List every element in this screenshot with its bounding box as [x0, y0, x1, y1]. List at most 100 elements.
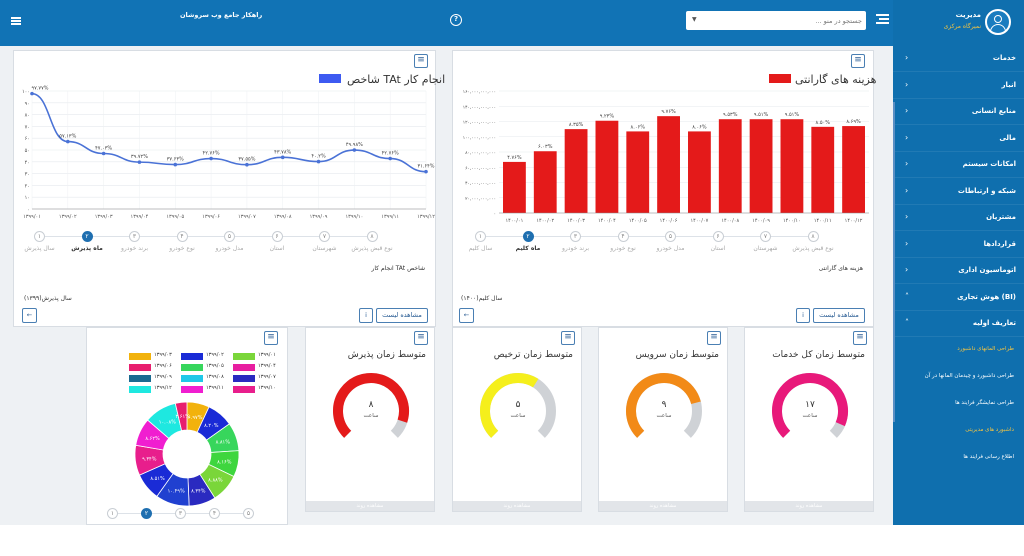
gauge-trend-link[interactable]: مشاهده روند: [453, 501, 581, 511]
bar[interactable]: [503, 161, 526, 213]
line-point[interactable]: [388, 156, 392, 161]
step-4[interactable]: ۴: [176, 231, 188, 242]
pie-legend-item[interactable]: ۱۳۹۹/۰۱: [233, 352, 283, 361]
bar[interactable]: [780, 119, 804, 213]
gauge-menu-button[interactable]: ≡: [561, 331, 575, 345]
step-8[interactable]: ۸: [807, 231, 819, 242]
hamburger-icon[interactable]: [11, 17, 21, 25]
line-point[interactable]: [137, 160, 142, 164]
search-box[interactable]: ▼: [686, 11, 866, 30]
warranty-view-list-button[interactable]: مشاهده لیست: [813, 308, 865, 323]
step-6[interactable]: ۶: [271, 231, 283, 242]
pie-legend-item[interactable]: ۱۳۹۹/۰۶: [129, 363, 179, 372]
sidebar-subitem[interactable]: طراحی داشبورد و چیدمان المانها در آن: [893, 365, 1024, 391]
tat-view-list-button[interactable]: مشاهده لیست: [376, 308, 428, 323]
line-point[interactable]: [173, 162, 178, 167]
bar[interactable]: [749, 119, 773, 213]
menu-list-icon[interactable]: [876, 14, 889, 26]
sidebar-item[interactable]: › منابع انسانی: [893, 99, 1024, 125]
bar[interactable]: [811, 126, 835, 213]
step-1[interactable]: ۱: [475, 231, 486, 242]
bar[interactable]: [626, 131, 650, 213]
step-2[interactable]: ۲: [522, 231, 534, 242]
pie-legend-item[interactable]: ۱۳۹۹/۰۳: [129, 352, 179, 361]
help-icon[interactable]: ?: [450, 14, 462, 26]
line-point[interactable]: [316, 159, 321, 164]
bar[interactable]: [533, 151, 557, 213]
step-2[interactable]: ۲: [141, 508, 152, 519]
gauge-menu-button[interactable]: ≡: [414, 331, 428, 345]
step-4[interactable]: ۴: [617, 231, 629, 242]
step-1[interactable]: ۱: [107, 508, 118, 519]
step-3[interactable]: ۳: [570, 231, 581, 242]
line-point[interactable]: [280, 155, 285, 160]
step-3[interactable]: ۳: [175, 508, 186, 519]
sidebar-item[interactable]: ˄ تعاریف اولیه: [893, 311, 1024, 337]
sidebar-item[interactable]: › قراردادها: [893, 232, 1024, 258]
search-dropdown-icon[interactable]: ▼: [692, 16, 697, 23]
pie-menu-button[interactable]: ≡: [264, 331, 278, 345]
warranty-back-arrow-icon[interactable]: ←: [459, 308, 474, 323]
sidebar-item[interactable]: › خدمات: [893, 46, 1024, 72]
step-7[interactable]: ۷: [319, 231, 330, 242]
line-point[interactable]: [101, 151, 106, 156]
search-input[interactable]: [712, 14, 862, 27]
step-3[interactable]: ۳: [129, 231, 140, 242]
bar[interactable]: [595, 120, 619, 213]
step-1[interactable]: ۱: [34, 231, 45, 242]
line-point[interactable]: [66, 139, 70, 144]
tat-menu-button[interactable]: ≡: [414, 54, 428, 68]
pie-legend-item[interactable]: ۱۳۹۹/۰۴: [233, 363, 283, 372]
y-tick-label: ۱۰۰: [22, 89, 30, 95]
gauge-menu-button[interactable]: ≡: [853, 331, 867, 345]
line-point[interactable]: [424, 169, 428, 174]
line-point[interactable]: [30, 91, 34, 96]
pie-legend-item[interactable]: ۱۳۹۹/۰۲: [181, 352, 231, 361]
warranty-menu-button[interactable]: ≡: [851, 54, 865, 68]
sidebar-subitem[interactable]: داشبورد های مدیریتی: [893, 419, 1024, 445]
step-6[interactable]: ۶: [712, 231, 724, 242]
sidebar-subitem[interactable]: طراحی نمایشگر فرایند ها: [893, 392, 1024, 418]
pie-legend-item[interactable]: ۱۳۹۹/۰۷: [233, 374, 283, 383]
sidebar-scrollbar[interactable]: [893, 102, 895, 422]
tat-info-button[interactable]: i: [359, 308, 373, 323]
sidebar-item[interactable]: › شبکه و ارتباطات: [893, 179, 1024, 205]
sidebar-subitem[interactable]: طراحی المانهای داشبورد: [893, 338, 1024, 364]
step-8[interactable]: ۸: [366, 231, 378, 242]
pie-legend-item[interactable]: ۱۳۹۹/۱۲: [129, 385, 179, 394]
pie-legend-item[interactable]: ۱۳۹۹/۱۱: [181, 385, 231, 394]
bar[interactable]: [688, 131, 711, 213]
pie-legend-item[interactable]: ۱۳۹۹/۰۵: [181, 363, 231, 372]
warranty-info-button[interactable]: i: [796, 308, 810, 323]
sidebar-item[interactable]: › انبار: [893, 73, 1024, 99]
step-7[interactable]: ۷: [760, 231, 771, 242]
bar[interactable]: [718, 119, 742, 213]
pie-slice[interactable]: [174, 401, 188, 432]
gauge-menu-button[interactable]: ≡: [707, 331, 721, 345]
sidebar-item[interactable]: › مالی: [893, 126, 1024, 152]
avatar[interactable]: [985, 9, 1011, 35]
bar[interactable]: [657, 116, 680, 213]
sidebar-item[interactable]: › امکانات سیستم: [893, 152, 1024, 178]
gauge-trend-link[interactable]: مشاهده روند: [745, 501, 873, 511]
pie-legend-item[interactable]: ۱۳۹۹/۰۹: [129, 374, 179, 383]
sidebar-item[interactable]: › اتوماسیون اداری: [893, 258, 1024, 284]
step-5[interactable]: ۵: [243, 508, 254, 519]
step-2[interactable]: ۲: [81, 231, 93, 242]
line-point[interactable]: [245, 162, 249, 167]
sidebar-item[interactable]: › مشتریان: [893, 205, 1024, 231]
sidebar-subitem[interactable]: اطلاع رسانی فرایند ها: [893, 446, 1024, 472]
gauge-trend-link[interactable]: مشاهده روند: [306, 501, 434, 511]
bar[interactable]: [842, 126, 865, 213]
line-point[interactable]: [209, 156, 213, 161]
pie-legend-item[interactable]: ۱۳۹۹/۱۰: [233, 385, 283, 394]
line-point[interactable]: [352, 148, 357, 152]
step-5[interactable]: ۵: [665, 231, 676, 242]
step-5[interactable]: ۵: [224, 231, 235, 242]
sidebar-item[interactable]: ˄ هوش تجاری (BI): [893, 285, 1024, 311]
tat-back-arrow-icon[interactable]: ←: [22, 308, 37, 323]
bar[interactable]: [564, 129, 588, 213]
pie-legend-item[interactable]: ۱۳۹۹/۰۸: [181, 374, 231, 383]
gauge-trend-link[interactable]: مشاهده روند: [599, 501, 727, 511]
step-4[interactable]: ۴: [209, 508, 220, 519]
